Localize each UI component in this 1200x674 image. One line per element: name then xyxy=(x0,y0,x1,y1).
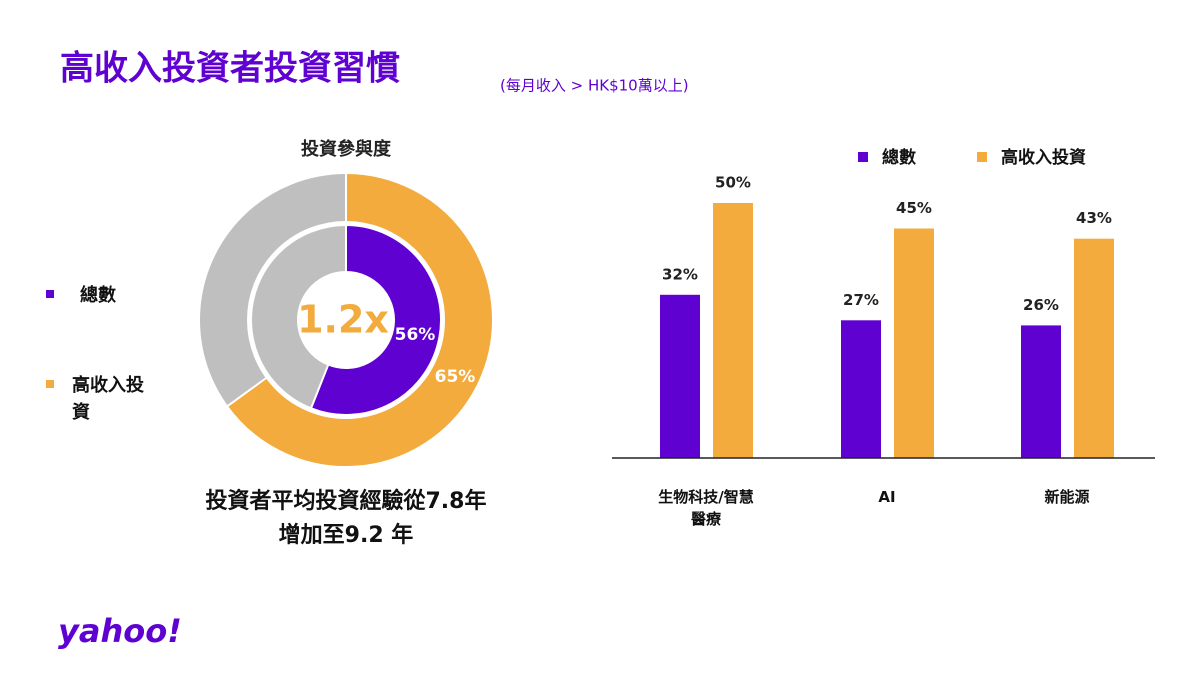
legend-swatch xyxy=(858,152,868,162)
value-label: 45% xyxy=(896,199,932,217)
legend-label: 總數 xyxy=(882,147,916,168)
slide-title: 高收入投資者投資習慣 xyxy=(60,49,400,89)
legend-swatch xyxy=(46,290,54,298)
value-label: 27% xyxy=(843,291,879,309)
legend-label: 高收入投資 xyxy=(72,375,144,423)
legend-label: 高收入投資 xyxy=(1001,147,1086,168)
value-label: 43% xyxy=(1076,209,1112,227)
legend-swatch xyxy=(46,380,54,388)
x-tick-label: 新能源 xyxy=(1044,488,1090,506)
value-label: 26% xyxy=(1023,296,1059,314)
bar xyxy=(713,203,753,458)
value-label: 32% xyxy=(662,265,698,283)
value-label: 50% xyxy=(715,174,751,192)
bar xyxy=(1074,238,1114,458)
legend-label: 總數 xyxy=(80,285,116,306)
bar xyxy=(660,294,700,458)
donut-title: 投資參與度 xyxy=(301,138,392,160)
value-label: 65% xyxy=(435,367,476,387)
x-tick-label: AI xyxy=(878,488,896,506)
bar xyxy=(841,320,881,458)
center-label: 1.2x xyxy=(297,298,389,342)
caption-line: 增加至9.2 年 xyxy=(279,522,414,548)
value-label: 56% xyxy=(395,325,436,345)
legend-swatch xyxy=(977,152,987,162)
bar xyxy=(894,228,934,458)
bar xyxy=(1021,325,1061,458)
logo: yahoo! xyxy=(58,612,182,650)
donut-segment xyxy=(309,223,442,416)
x-tick-label: 生物科技/智慧醫療 xyxy=(658,488,754,528)
donut-segment xyxy=(225,171,494,468)
caption-line: 投資者平均投資經驗從7.8年 xyxy=(206,488,487,514)
subtitle: (每月收入 > HK$10萬以上) xyxy=(500,77,689,95)
